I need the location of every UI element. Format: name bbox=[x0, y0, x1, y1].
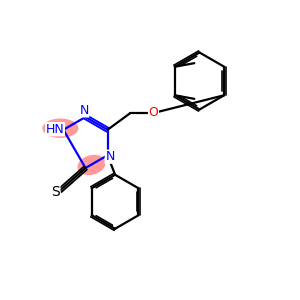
Text: HN: HN bbox=[46, 123, 64, 136]
Text: N: N bbox=[105, 150, 115, 163]
Text: N: N bbox=[79, 104, 89, 117]
Text: O: O bbox=[148, 106, 158, 119]
Ellipse shape bbox=[42, 118, 78, 138]
Ellipse shape bbox=[77, 155, 106, 175]
Text: S: S bbox=[51, 185, 60, 199]
